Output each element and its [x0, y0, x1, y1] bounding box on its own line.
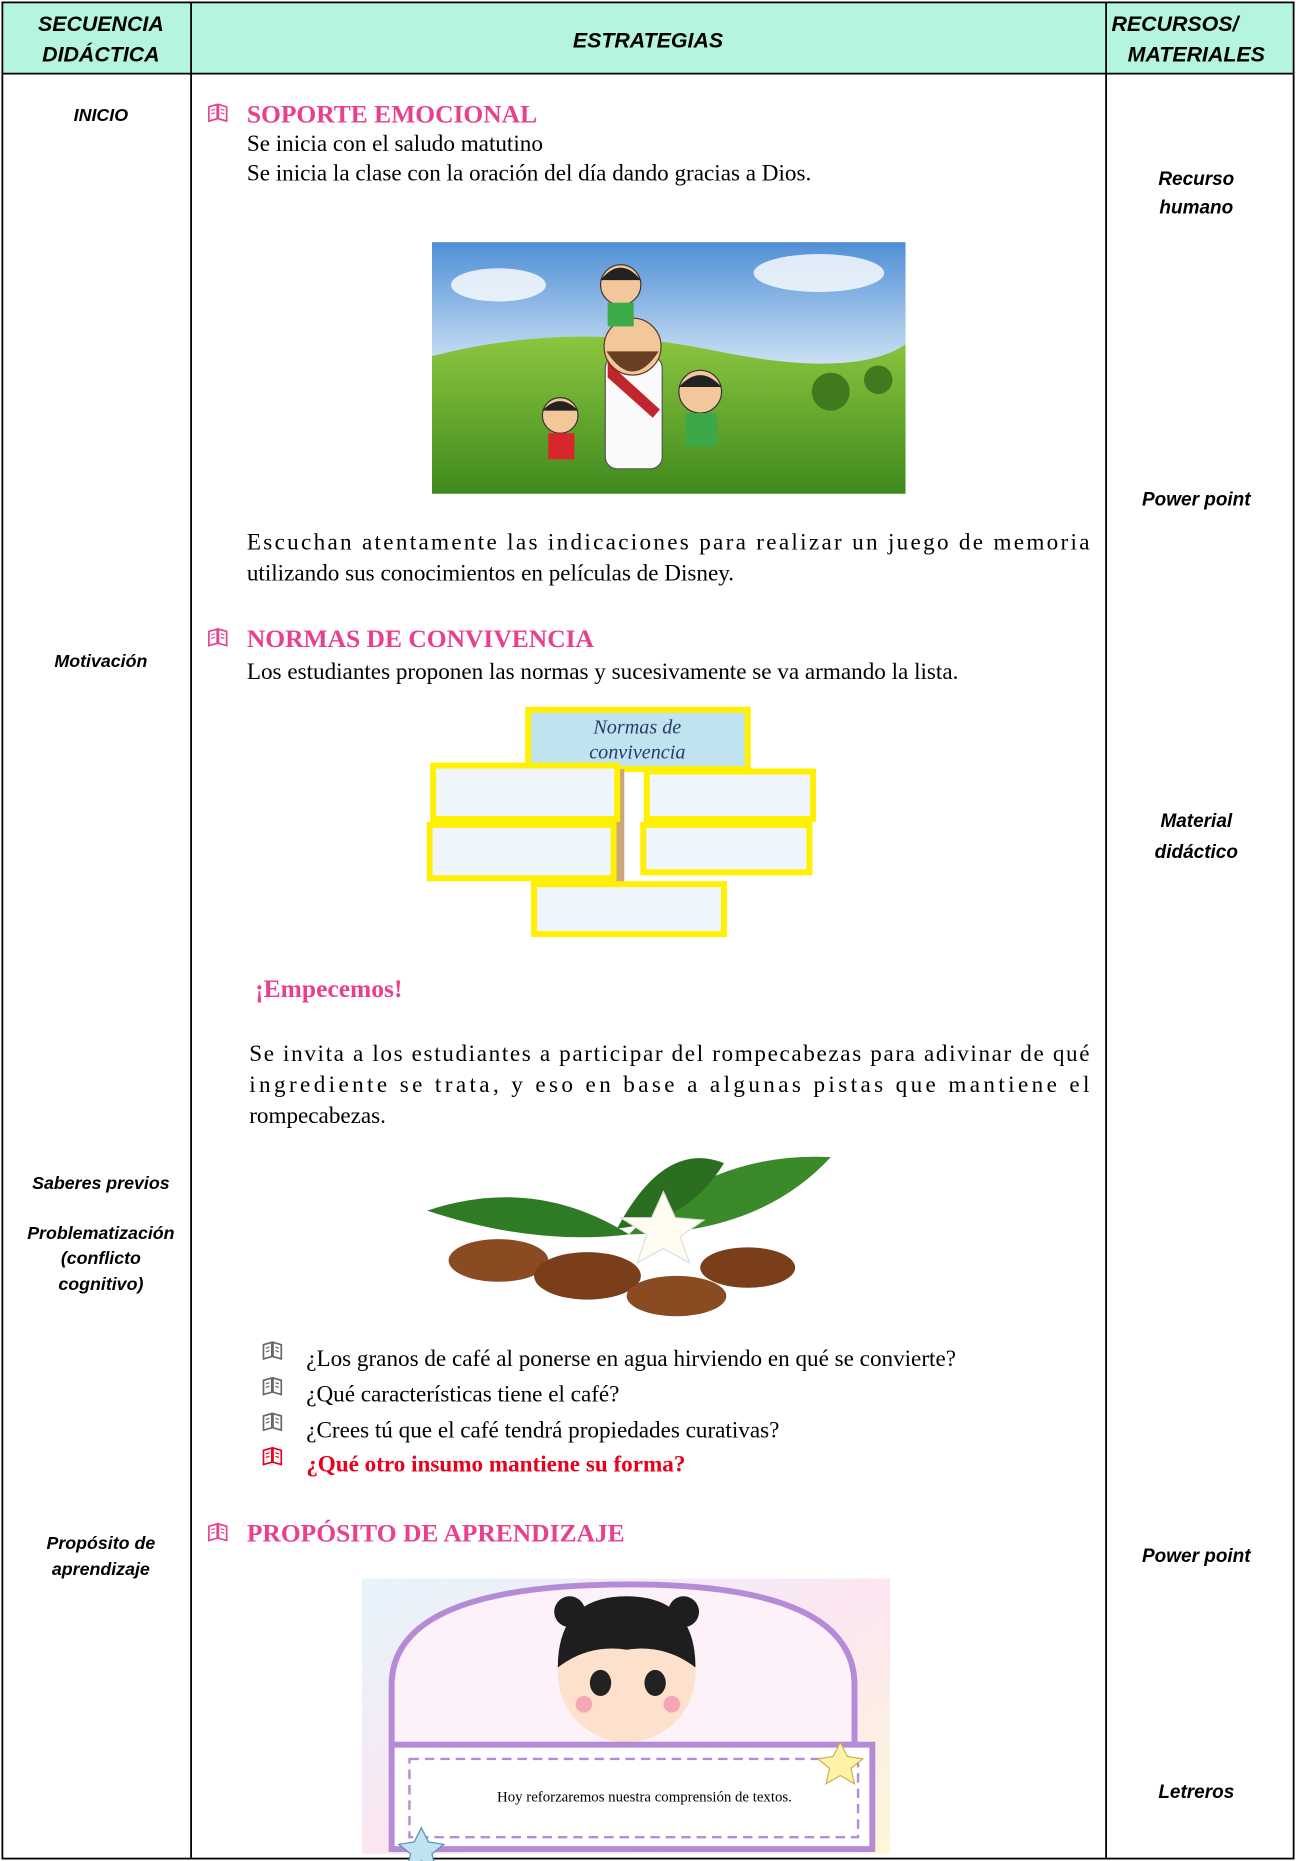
section-heading: PROPÓSITO DE APRENDIZAJE [247, 1519, 625, 1548]
sequence-label: INICIO [74, 105, 129, 125]
book-icon [208, 103, 228, 122]
image-coffee [427, 1156, 831, 1317]
image-text: Hoy reforzaremos nuestra comprensión de … [497, 1790, 792, 1806]
resource-label: Recurso [1158, 169, 1234, 190]
image-text: Normas de [592, 716, 681, 738]
section-heading: NORMAS DE CONVIVENCIA [247, 624, 595, 653]
header-text: MATERIALES [1128, 43, 1266, 67]
section-heading: SOPORTE EMOCIONAL [247, 99, 537, 128]
header-text: SECUENCIA [38, 12, 164, 36]
image-rules-board [426, 706, 816, 938]
sequence-label: Motivación [54, 651, 147, 671]
header-text: RECURSOS/ [1111, 12, 1240, 36]
body-text: rompecabezas. [249, 1103, 386, 1129]
bullet-icon [262, 1377, 283, 1396]
body-text: Los estudiantes proponen las normas y su… [247, 659, 959, 685]
section-heading: ¡Empecemos! [255, 974, 402, 1003]
bullet-icon [262, 1412, 283, 1431]
book-icon [208, 628, 228, 647]
question: ¿Qué otro insumo mantiene su forma? [306, 1452, 685, 1478]
resource-label: Power point [1142, 490, 1251, 511]
resource-label: Letreros [1158, 1782, 1234, 1803]
sequence-label: aprendizaje [52, 1559, 150, 1579]
body-text: Se inicia la clase con la oración del dí… [247, 160, 811, 186]
sequence-label: (conflicto [61, 1248, 141, 1268]
image-text: convivencia [589, 741, 685, 763]
sequence-label: Propósito de [46, 1533, 155, 1553]
sequence-label: Problematización [27, 1223, 174, 1243]
header-row [2, 2, 1294, 74]
question: ¿Qué características tiene el café? [306, 1382, 619, 1408]
bullet-icon [262, 1447, 283, 1466]
body-text: Escuchan atentamente las indicaciones pa… [247, 530, 1090, 556]
resource-label: Material [1160, 811, 1232, 832]
body-text: Se invita a los estudiantes a participar… [249, 1041, 1089, 1067]
body-text: utilizando sus conocimientos en película… [247, 560, 734, 586]
sequence-label: cognitivo) [58, 1274, 143, 1294]
resource-label: humano [1159, 198, 1233, 219]
question: ¿Los granos de café al ponerse en agua h… [306, 1346, 956, 1372]
sequence-label: Saberes previos [32, 1173, 170, 1193]
image-jesus-children [432, 242, 906, 494]
question: ¿Crees tú que el café tendrá propiedades… [306, 1417, 779, 1443]
header-text: DIDÁCTICA [42, 42, 159, 67]
body-text: Se inicia con el saludo matutino [247, 131, 543, 157]
header-text: ESTRATEGIAS [573, 29, 724, 53]
resource-label: didáctico [1155, 842, 1238, 863]
book-icon [208, 1523, 228, 1542]
resource-label: Power point [1142, 1546, 1251, 1567]
body-text: ingrediente se trata, y eso en base a al… [249, 1072, 1089, 1098]
bullet-icon [262, 1341, 283, 1360]
image-purpose-banner [361, 1578, 891, 1861]
